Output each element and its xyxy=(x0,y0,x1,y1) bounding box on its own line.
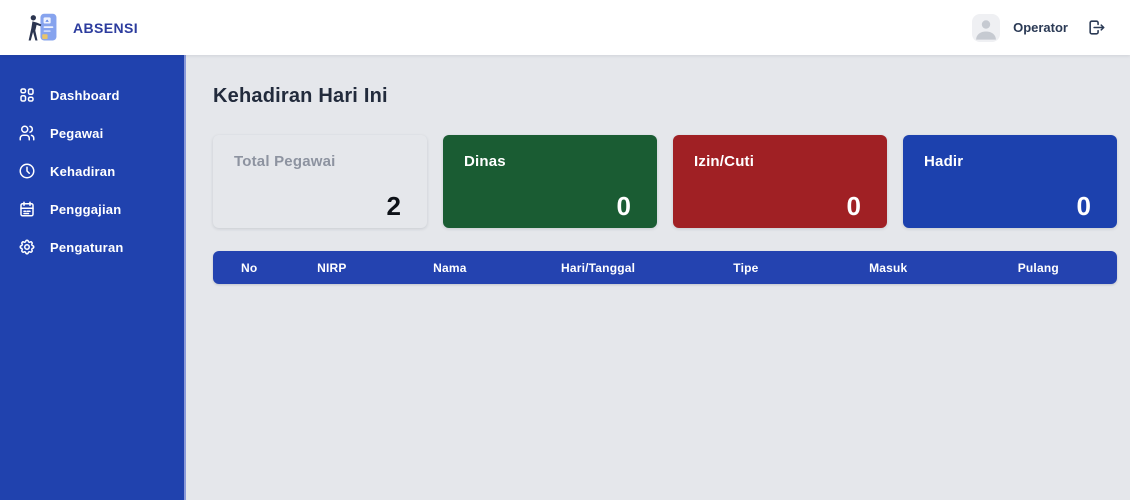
clock-icon xyxy=(18,162,36,180)
column-header-masuk: Masuk xyxy=(869,260,908,275)
user-name: Operator xyxy=(1013,20,1068,35)
user-area: Operator xyxy=(972,13,1106,42)
stat-card-dinas: Dinas 0 xyxy=(443,135,657,228)
sidebar-item-pegawai[interactable]: Pegawai xyxy=(0,114,184,152)
stat-card-total-pegawai: Total Pegawai 2 xyxy=(213,135,427,228)
sidebar-item-dashboard[interactable]: Dashboard xyxy=(0,76,184,114)
attendance-table-header: No NIRP Nama Hari/Tanggal Tipe Masuk Pul… xyxy=(213,251,1117,284)
column-header-no: No xyxy=(240,260,258,275)
logout-button[interactable] xyxy=(1087,18,1106,37)
stat-cards: Total Pegawai 2 Dinas 0 Izin/Cuti 0 Hadi… xyxy=(213,135,1117,228)
sidebar-item-kehadiran[interactable]: Kehadiran xyxy=(0,152,184,190)
logout-icon xyxy=(1089,20,1105,35)
stat-card-value: 0 xyxy=(1076,191,1091,221)
main-content: Kehadiran Hari Ini Total Pegawai 2 Dinas… xyxy=(188,55,1130,500)
dashboard-icon xyxy=(18,86,36,104)
sidebar-item-label: Pegawai xyxy=(50,125,104,141)
sidebar-item-label: Kehadiran xyxy=(50,163,116,179)
users-icon xyxy=(18,124,36,142)
stat-card-label: Dinas xyxy=(464,153,506,170)
calendar-icon xyxy=(18,200,36,218)
gear-icon xyxy=(18,238,36,256)
column-header-pulang: Pulang xyxy=(1017,260,1059,275)
column-header-nirp: NIRP xyxy=(317,260,347,275)
sidebar-item-label: Dashboard xyxy=(50,87,120,103)
stat-card-izin-cuti: Izin/Cuti 0 xyxy=(673,135,887,228)
sidebar-item-penggajian[interactable]: Penggajian xyxy=(0,190,184,228)
sidebar-item-pengaturan[interactable]: Pengaturan xyxy=(0,228,184,266)
brand-logo-icon xyxy=(26,12,62,44)
column-header-hari-tanggal: Hari/Tanggal xyxy=(560,260,636,275)
stat-card-value: 0 xyxy=(616,191,631,221)
user-avatar[interactable] xyxy=(972,13,1001,42)
stat-card-label: Total Pegawai xyxy=(234,153,336,170)
attendance-table-body xyxy=(213,284,1117,434)
sidebar-item-label: Pengaturan xyxy=(50,239,124,255)
stat-card-value: 0 xyxy=(846,191,861,221)
page-title: Kehadiran Hari Ini xyxy=(213,85,388,107)
column-header-nama: Nama xyxy=(433,260,467,275)
stat-card-hadir: Hadir 0 xyxy=(903,135,1117,228)
brand[interactable]: ABSENSI xyxy=(26,12,138,44)
sidebar-nav: Dashboard Pegawai Kehadiran xyxy=(0,76,184,266)
column-header-tipe: Tipe xyxy=(733,260,759,275)
stat-card-label: Izin/Cuti xyxy=(694,153,755,170)
sidebar-item-label: Penggajian xyxy=(50,201,122,217)
stat-card-label: Hadir xyxy=(924,153,964,170)
stat-card-value: 2 xyxy=(386,191,401,221)
brand-name: ABSENSI xyxy=(73,19,139,36)
sidebar: Dashboard Pegawai Kehadiran xyxy=(0,55,186,500)
top-header: ABSENSI Operator xyxy=(0,0,1130,55)
